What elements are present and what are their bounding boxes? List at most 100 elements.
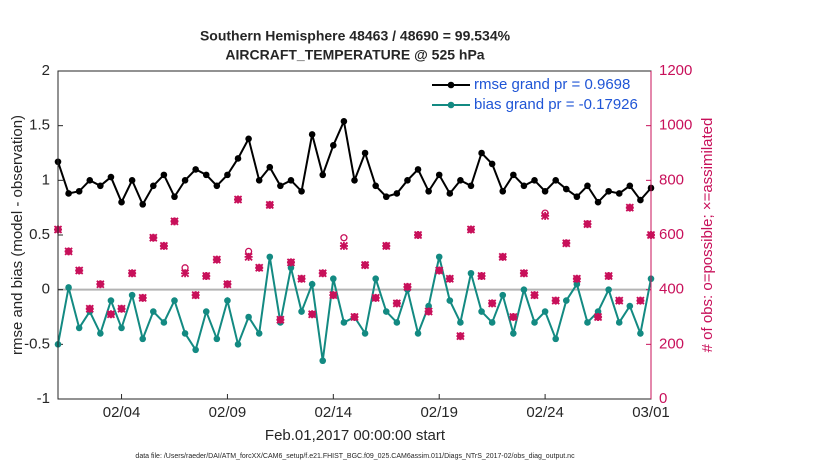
marker-assimilated [138,293,147,303]
marker [255,177,263,184]
marker [139,201,147,208]
x-tick-label: 02/04 [103,404,141,421]
marker [499,187,507,195]
marker [414,166,422,173]
marker-assimilated [191,290,200,300]
marker [287,177,295,184]
x-tick-label: 02/14 [315,404,353,421]
marker [425,302,432,310]
marker-assimilated [403,282,412,292]
marker [224,171,231,179]
marker-assimilated [308,310,317,319]
marker [277,182,284,190]
marker-assimilated [255,263,264,272]
marker [499,291,507,299]
footnote: data file: /Users/raeder/DAI/ATM_forcXX/… [135,453,575,460]
marker [615,319,623,326]
marker [202,171,210,179]
marker-assimilated [540,211,550,221]
marker-assimilated [551,296,560,305]
legend-label: rmse grand pr = 0.9698 [474,76,630,93]
marker [213,335,221,343]
marker-assimilated [488,299,497,308]
marker-assimilated [636,296,645,305]
marker [65,190,72,197]
marker [457,319,464,326]
marker [340,117,348,125]
marker-assimilated [424,307,433,316]
marker [425,187,432,195]
y2-tick-label: 400 [659,281,684,298]
marker [584,319,591,326]
marker [234,341,242,348]
x-tick-label: 02/09 [209,404,247,421]
marker [467,182,475,190]
y2-tick-label: 1200 [659,62,692,79]
chart-title: Southern Hemisphere 48463 / 48690 = 99.5… [200,28,511,44]
y2-tick-label: 1000 [659,117,692,134]
marker [213,182,221,190]
marker [340,319,348,326]
y-tick-label: 0.5 [29,226,50,243]
marker-assimilated [170,217,179,226]
marker [171,193,178,201]
y-tick-label: -0.5 [24,335,50,352]
marker [245,135,252,143]
marker [107,297,115,304]
marker [372,182,379,190]
marker [573,193,581,201]
marker [330,275,337,283]
marker [626,302,634,310]
y-tick-label: 2 [42,62,50,79]
marker [594,198,602,206]
marker [584,182,591,190]
marker-assimilated [572,274,582,283]
legend-label: bias grand pr = -0.17926 [474,96,638,113]
marker-assimilated [530,290,539,300]
marker-assimilated [392,299,401,308]
marker-assimilated [223,280,232,289]
marker-assimilated [276,315,285,324]
marker [160,319,168,326]
marker [382,308,390,315]
marker-assimilated [286,258,296,267]
y2-tick-label: 800 [659,171,684,188]
legend-marker [447,101,455,109]
marker [298,308,305,315]
marker-assimilated [64,247,73,256]
marker-assimilated [445,274,454,283]
marker-assimilated [593,312,603,322]
marker [234,155,242,162]
marker [520,182,528,190]
marker [510,330,517,337]
marker-assimilated [212,255,221,264]
marker [330,142,337,149]
y2-tick-label: 200 [659,335,684,352]
marker [128,177,136,184]
marker [637,196,644,204]
marker [192,166,199,173]
marker [97,182,104,190]
marker-assimilated [329,290,338,300]
marker [393,319,401,326]
marker [298,187,305,195]
marker [446,190,454,197]
marker-assimilated [466,225,476,234]
marker [573,280,581,288]
marker [181,330,189,337]
y-axis-label: rmse and bias (model - observation) [9,115,26,355]
marker [488,160,496,168]
marker-assimilated [604,271,613,281]
marker [65,284,72,291]
y-tick-label: -1 [37,390,50,407]
marker [107,173,115,181]
x-tick-label: 02/24 [526,404,564,421]
y2-tick-label: 0 [659,390,667,407]
marker-assimilated [360,260,370,270]
marker [192,346,199,354]
marker [414,330,422,337]
marker-possible [340,234,348,242]
marker [118,324,125,332]
marker [488,319,496,326]
marker-assimilated [456,331,465,341]
